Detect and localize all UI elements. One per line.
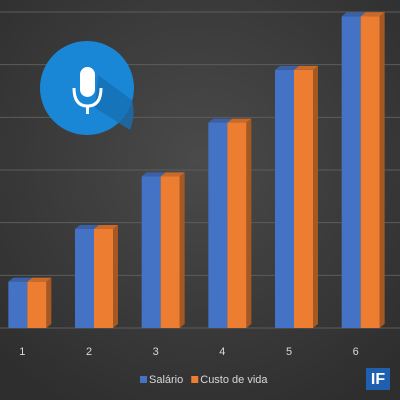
legend-swatch <box>191 376 199 383</box>
x-tick-label: 5 <box>286 346 292 358</box>
bar <box>227 118 252 328</box>
bar <box>360 12 385 329</box>
legend-swatch <box>140 376 147 383</box>
bar-front <box>160 176 180 328</box>
bar-top <box>141 172 166 177</box>
x-tick-label: 4 <box>219 346 225 358</box>
bar-side <box>246 118 252 328</box>
bar-front <box>208 122 228 328</box>
x-tick-label: 3 <box>153 346 159 358</box>
bar <box>160 172 185 328</box>
bar-side <box>179 172 185 328</box>
bar-front <box>8 281 28 328</box>
bar <box>27 277 52 328</box>
bar-front <box>275 69 294 328</box>
bar-front <box>294 69 313 328</box>
bar-front <box>141 176 161 328</box>
legend-label: Salário <box>149 374 183 386</box>
bar-side <box>313 65 318 328</box>
bar-top <box>75 224 99 229</box>
logo-box <box>366 368 390 390</box>
bar-top <box>294 65 318 70</box>
bar-front <box>227 122 247 328</box>
bar <box>294 65 318 328</box>
bar-side <box>46 277 52 328</box>
bar-front <box>341 16 361 329</box>
plot-area <box>0 11 400 329</box>
bar-top <box>275 65 299 70</box>
bar-top <box>160 172 185 177</box>
bar-top <box>208 118 233 123</box>
x-tick-label: 2 <box>86 346 92 358</box>
bar-front <box>94 228 113 328</box>
bar-side <box>113 224 118 328</box>
bar <box>94 224 118 328</box>
bar-front <box>360 16 380 329</box>
bar-top <box>341 12 366 17</box>
legend: Salário Custo de vida <box>140 374 268 386</box>
bar-top <box>27 277 52 282</box>
bar-front <box>27 281 47 328</box>
x-tick-label: 1 <box>19 346 25 358</box>
bar-top <box>8 277 33 282</box>
x-tick-label: 6 <box>353 346 359 358</box>
legend-label: Custo de vida <box>200 374 268 386</box>
bar-top <box>227 118 252 123</box>
logo: IF <box>371 371 385 388</box>
bar-front <box>75 228 94 328</box>
bar-side <box>379 12 385 329</box>
bar-top <box>360 12 385 17</box>
mic-icon <box>40 41 134 135</box>
bar-top <box>94 224 118 229</box>
